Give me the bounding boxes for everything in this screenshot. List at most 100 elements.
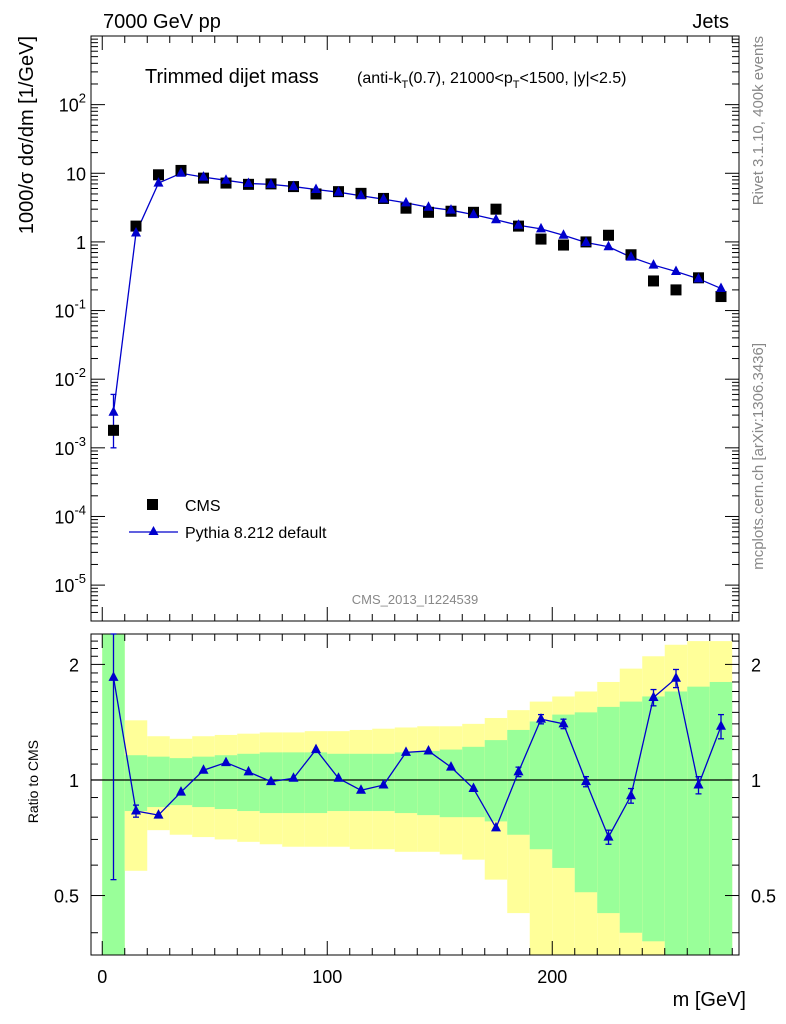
cms-point: [535, 233, 547, 245]
cms-point: [400, 202, 412, 214]
ratio-frame: [90, 633, 740, 956]
ratio-point: [153, 809, 164, 819]
pythia-point: [716, 282, 726, 292]
ratio-point: [198, 764, 209, 774]
ratio-point: [243, 765, 254, 776]
ratio-point: [356, 784, 366, 794]
green-band-bin: [619, 701, 643, 933]
ratio-point: [333, 772, 344, 782]
ratio-point: [536, 713, 546, 723]
pythia-point: [671, 265, 681, 276]
legend-label-pythia: Pythia 8.212 default: [185, 525, 327, 542]
green-band-bin: [417, 750, 440, 816]
ratio-point: [131, 805, 141, 815]
pythia-point: [491, 213, 501, 224]
x-tick-label: 0: [97, 967, 107, 987]
pythia-point: [446, 204, 456, 214]
green-band-bin: [214, 755, 238, 810]
ratio-point: [603, 831, 614, 841]
main-data-marks: [108, 164, 727, 449]
main-y-tick-label: 10-5: [54, 571, 86, 596]
ratio-point: [221, 756, 231, 767]
pythia-point: [603, 240, 614, 251]
cms-point: [670, 284, 682, 296]
cms-point: [648, 275, 659, 287]
pythia-series-line: [112, 172, 722, 413]
green-band-bin: [687, 686, 710, 955]
green-band-bin: [642, 696, 665, 942]
pythia-point: [266, 178, 276, 188]
pythia-point: [243, 177, 254, 187]
green-band-bin: [507, 729, 530, 835]
pythia-point: [311, 183, 321, 194]
cms-point: [108, 424, 119, 436]
ratio-y-tick-label-right: 0.5: [751, 887, 776, 907]
ratio-point: [513, 765, 524, 776]
pythia-point: [288, 180, 299, 191]
green-band-bin: [597, 706, 620, 914]
ratio-y-tick-label: 0.5: [54, 887, 79, 907]
green-band-bin: [709, 681, 733, 955]
ratio-point: [401, 746, 411, 756]
main-y-tick-label: 102: [59, 91, 86, 116]
ratio-point: [626, 789, 636, 800]
header-right: Jets: [692, 11, 729, 33]
green-band-bin: [529, 721, 553, 850]
ratio-point: [693, 779, 704, 789]
green-band-bin: [574, 712, 598, 893]
pythia-point: [513, 219, 524, 229]
ratio-uncertainty-bands: [102, 634, 733, 955]
plot-title: Trimmed dijet mass: [145, 66, 319, 88]
cms-point: [153, 169, 164, 181]
cms-point: [603, 229, 614, 241]
cms-point: [310, 188, 322, 200]
ratio-y-tick-label-right: 1: [751, 771, 761, 791]
cms-point: [558, 239, 569, 251]
mcplots-label: mcplots.cern.ch [arXiv:1306.3436]: [750, 343, 767, 570]
ratio-point: [671, 672, 681, 682]
pythia-point: [536, 222, 546, 233]
ratio-point: [108, 671, 119, 681]
ratio-point: [716, 720, 726, 730]
pythia-point: [401, 196, 411, 207]
ratio-y-tick-label: 2: [69, 655, 79, 675]
green-band-bin: [327, 753, 350, 812]
ratio-point: [446, 761, 456, 771]
cms-point: [490, 203, 502, 215]
ratio-point: [176, 786, 186, 796]
ratio-y-axis-title: Ratio to CMS: [25, 740, 41, 823]
green-band-bin: [147, 756, 170, 808]
main-y-tick-label: 10-1: [54, 297, 86, 322]
ratio-point: [581, 775, 591, 786]
green-band-bin: [169, 758, 193, 806]
pythia-point: [693, 272, 704, 283]
header-left: 7000 GeV pp: [103, 11, 221, 33]
pythia-point: [356, 189, 366, 200]
green-band-bin: [394, 752, 418, 814]
legend-marker-pythia: [148, 526, 159, 535]
main-y-axis-title: 1000/σ dσ/dm [1/GeV]: [16, 36, 38, 234]
pythia-point: [468, 208, 479, 219]
pythia-point: [423, 201, 434, 211]
ratio-point: [266, 775, 276, 786]
green-band-bin: [439, 749, 463, 818]
green-band-bin: [282, 752, 305, 814]
ratio-y-tick-label: 1: [69, 771, 79, 791]
x-tick-label: 100: [312, 967, 342, 987]
ratio-point: [648, 691, 659, 701]
green-band-bin: [304, 752, 328, 814]
main-y-tick-label: 10-3: [54, 434, 86, 459]
main-y-tick-label: 10: [66, 164, 86, 184]
x-tick-label: 200: [537, 967, 567, 987]
pythia-point: [648, 259, 659, 269]
pythia-point: [626, 251, 636, 261]
ratio-axes: 0 100 200 0.5 0.5 1 1 2 2: [54, 633, 776, 987]
ratio-point: [468, 782, 479, 793]
green-band-bin: [192, 756, 215, 808]
pythia-point: [333, 186, 344, 196]
pythia-point: [221, 174, 231, 184]
pythia-point: [153, 177, 164, 187]
plot-subtitle: (anti-kT(0.7), 21000<pT<1500, |y|<2.5): [357, 70, 627, 91]
green-band-bin: [124, 755, 148, 812]
